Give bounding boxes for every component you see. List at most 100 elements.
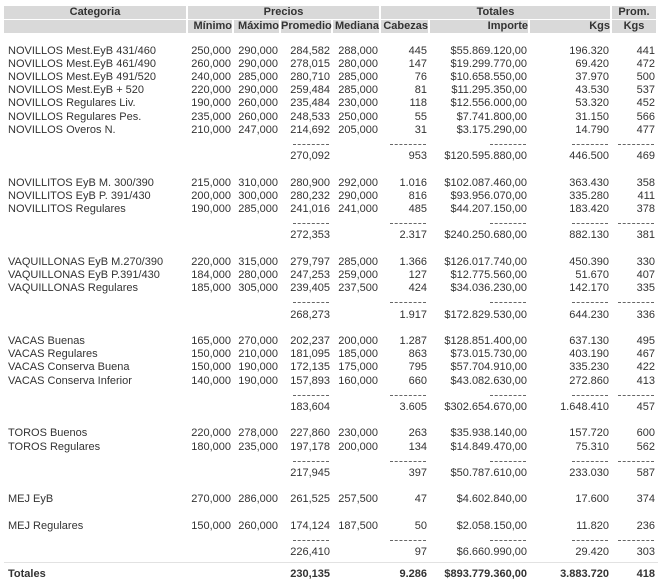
value-cell: $43.082.630,00 [450, 374, 527, 387]
header-column: Máximo [234, 20, 279, 33]
value-cell: 185,000 [338, 348, 378, 361]
value-cell: 280,710 [290, 70, 330, 83]
value-cell: 230,000 [338, 427, 378, 440]
value-cell: 181,095 [290, 348, 330, 361]
value-cell: 250,000 [191, 44, 231, 57]
value-cell: $57.704.910,00 [450, 361, 527, 374]
value-cell: 134 [408, 440, 427, 453]
subtotal-cell: 587 [636, 466, 655, 479]
separator [618, 223, 654, 225]
value-cell: 183.420 [569, 202, 609, 215]
value-cell: $10.658.550,00 [450, 70, 527, 83]
subtotal-cell: 1.917 [399, 308, 427, 321]
separator [572, 302, 608, 304]
value-cell: 215,000 [191, 176, 231, 189]
value-cell: 220,000 [191, 84, 231, 97]
value-cell: 190,000 [238, 361, 278, 374]
subtotal-cell: 446.500 [569, 150, 609, 163]
value-cell: 270,000 [238, 334, 278, 347]
value-cell: $12.556.000,00 [450, 97, 527, 110]
category: MEJ EyB [8, 493, 54, 506]
value-cell: $55.869.120,00 [450, 44, 527, 57]
value-cell: 240,000 [191, 70, 231, 83]
value-cell: 259,484 [290, 84, 330, 97]
subtotal-cell: 644.230 [569, 308, 609, 321]
category: VACAS Buenas [8, 334, 85, 347]
value-cell: 150,000 [191, 348, 231, 361]
category: NOVILLITOS EyB M. 300/390 [8, 176, 154, 189]
value-cell: 422 [636, 361, 655, 374]
value-cell: 272.860 [569, 374, 609, 387]
value-cell: 157.720 [569, 427, 609, 440]
value-cell: 50 [414, 519, 427, 532]
value-cell: $34.036.230,00 [450, 282, 527, 295]
separator [293, 143, 329, 145]
category: NOVILLOS Mest.EyB 491/520 [8, 70, 156, 83]
header-column: Importe [430, 20, 528, 33]
value-cell: $102.087.460,00 [444, 176, 527, 189]
subtotal-cell: 3.605 [399, 400, 427, 413]
subtotal-cell: $302.654.670,00 [444, 400, 527, 413]
value-cell: 378 [636, 202, 655, 215]
value-cell: 403.190 [569, 348, 609, 361]
category: NOVILLOS Mest.EyB 461/490 [8, 57, 156, 70]
value-cell: 53.320 [575, 97, 609, 110]
value-cell: 197,178 [290, 440, 330, 453]
value-cell: 537 [636, 84, 655, 97]
subtotal-cell: 183,604 [290, 400, 330, 413]
category: NOVILLOS Mest.EyB + 520 [8, 84, 145, 97]
value-cell: 150,000 [191, 361, 231, 374]
value-cell: 441 [636, 44, 655, 57]
value-cell: 280,000 [338, 57, 378, 70]
value-cell: 863 [408, 348, 427, 361]
value-cell: $12.775.560,00 [450, 268, 527, 281]
value-cell: 75.310 [575, 440, 609, 453]
value-cell: 236 [636, 519, 655, 532]
subtotal-cell: 469 [636, 150, 655, 163]
subtotal-cell: $6.660.990,00 [456, 546, 527, 559]
separator [390, 460, 426, 462]
category: VACAS Conserva Inferior [8, 374, 132, 387]
subtotal-cell: 381 [636, 229, 655, 242]
value-cell: 472 [636, 57, 655, 70]
subtotal-cell: 233.030 [569, 466, 609, 479]
subtotal-cell: 882.130 [569, 229, 609, 242]
value-cell: $4.602.840,00 [456, 493, 527, 506]
separator [572, 539, 608, 541]
separator [390, 223, 426, 225]
value-cell: 290,000 [238, 57, 278, 70]
subtotal-cell: 1.648.410 [560, 400, 609, 413]
value-cell: 165,000 [191, 334, 231, 347]
value-cell: 374 [636, 493, 655, 506]
category: MEJ Regulares [8, 519, 84, 532]
value-cell: 260,000 [238, 110, 278, 123]
separator [618, 539, 654, 541]
value-cell: 37.970 [575, 70, 609, 83]
value-cell: 185,000 [191, 282, 231, 295]
value-cell: 1.287 [399, 334, 427, 347]
value-cell: 270,000 [191, 493, 231, 506]
value-cell: $14.849.470,00 [450, 440, 527, 453]
value-cell: 467 [636, 348, 655, 361]
value-cell: $11.295.350,00 [451, 84, 527, 97]
header-group: Categoria [4, 6, 186, 19]
value-cell: 278,000 [238, 427, 278, 440]
category: NOVILLITOS EyB P. 391/430 [8, 189, 151, 202]
value-cell: 241,000 [338, 202, 378, 215]
value-cell: 335.280 [569, 189, 609, 202]
value-cell: 259,000 [338, 268, 378, 281]
header-group: Prom. [612, 6, 656, 19]
value-cell: 184,000 [191, 268, 231, 281]
value-cell: 220,000 [191, 427, 231, 440]
value-cell: 1.366 [399, 255, 427, 268]
value-cell: 31.150 [575, 110, 609, 123]
value-cell: 187,500 [338, 519, 378, 532]
value-cell: 286,000 [238, 493, 278, 506]
value-cell: 220,000 [191, 255, 231, 268]
value-cell: $73.015.730,00 [450, 348, 527, 361]
value-cell: 230,000 [338, 97, 378, 110]
subtotal-cell: 29.420 [575, 546, 609, 559]
totals-cell: $893.779.360,00 [444, 568, 527, 581]
subtotal-cell: 272,353 [290, 229, 330, 242]
value-cell: 261,525 [290, 493, 330, 506]
